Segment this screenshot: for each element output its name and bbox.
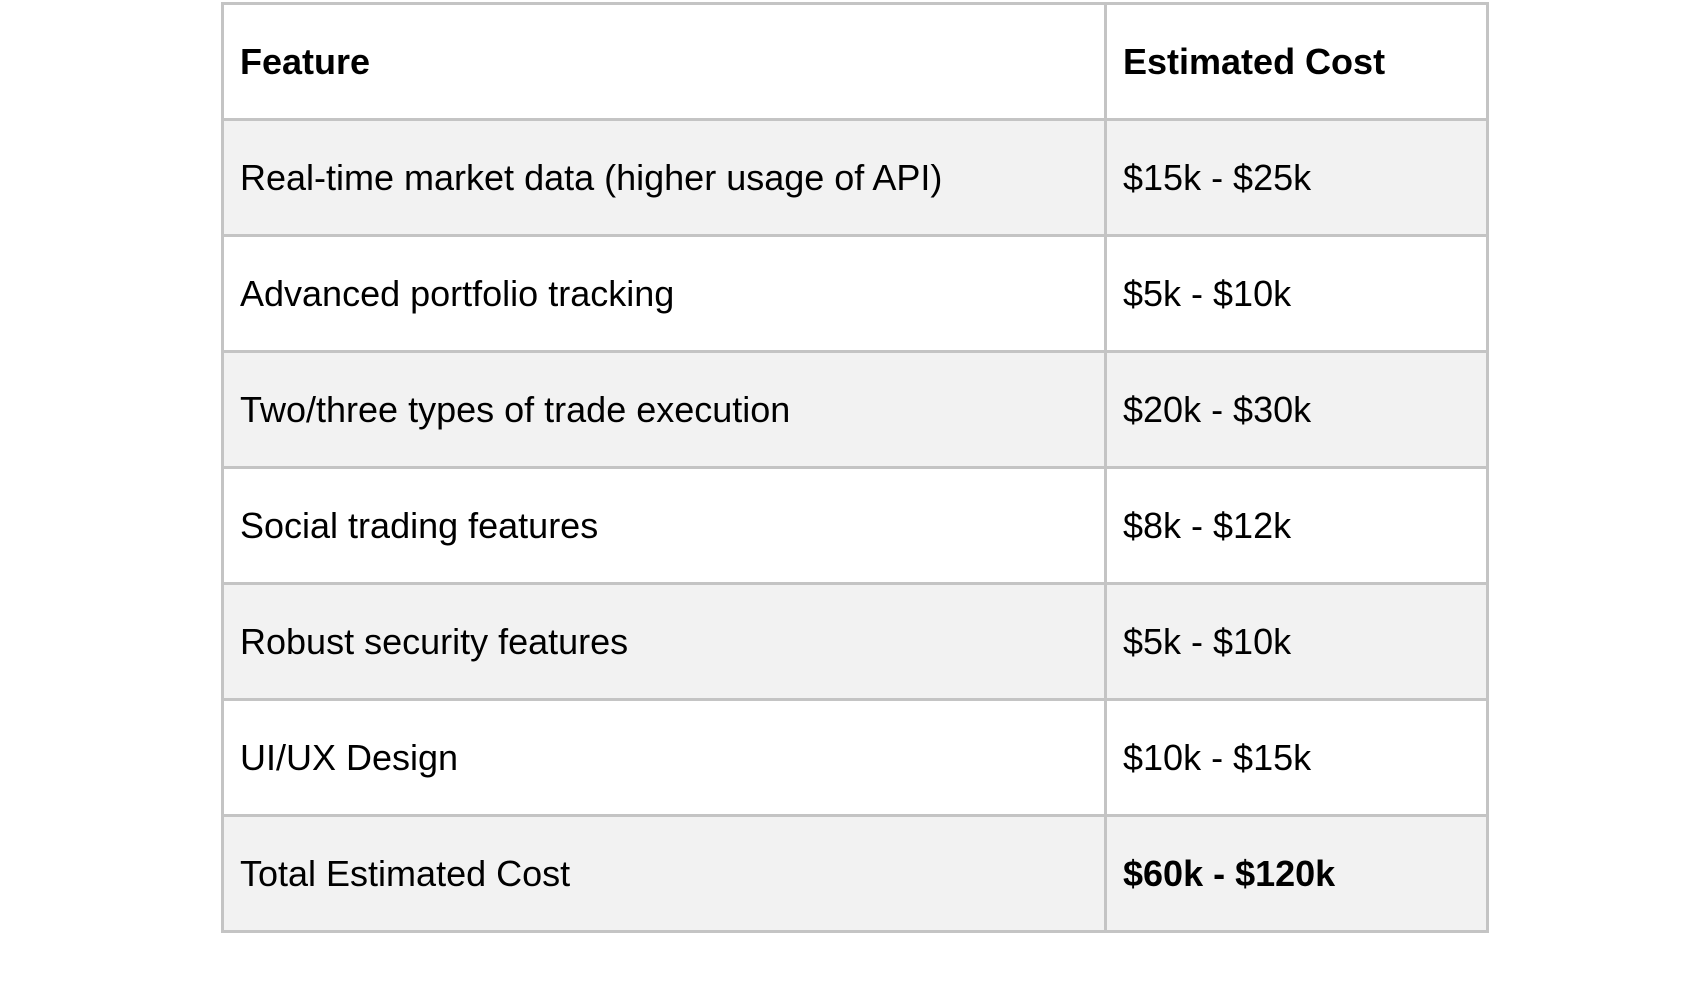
cost-cell: $5k - $10k xyxy=(1104,582,1489,701)
table-header-row: Feature Estimated Cost xyxy=(221,2,1489,121)
table-row: Advanced portfolio tracking $5k - $10k xyxy=(221,234,1489,353)
table-row: Two/three types of trade execution $20k … xyxy=(221,350,1489,469)
table-row: Robust security features $5k - $10k xyxy=(221,582,1489,701)
feature-cell: Advanced portfolio tracking xyxy=(221,234,1107,353)
header-estimated-cost: Estimated Cost xyxy=(1104,2,1489,121)
cost-table: Feature Estimated Cost Real-time market … xyxy=(221,2,1489,933)
feature-cell: Real-time market data (higher usage of A… xyxy=(221,118,1107,237)
total-row: Total Estimated Cost $60k - $120k xyxy=(221,814,1489,933)
feature-cell: Robust security features xyxy=(221,582,1107,701)
cost-cell: $8k - $12k xyxy=(1104,466,1489,585)
total-cost-cell: $60k - $120k xyxy=(1104,814,1489,933)
feature-cell: Two/three types of trade execution xyxy=(221,350,1107,469)
cost-table-container: Feature Estimated Cost Real-time market … xyxy=(221,2,1489,933)
table-row: UI/UX Design $10k - $15k xyxy=(221,698,1489,817)
cost-cell: $20k - $30k xyxy=(1104,350,1489,469)
table-row: Social trading features $8k - $12k xyxy=(221,466,1489,585)
feature-cell: UI/UX Design xyxy=(221,698,1107,817)
total-label-cell: Total Estimated Cost xyxy=(221,814,1107,933)
cost-cell: $10k - $15k xyxy=(1104,698,1489,817)
header-feature: Feature xyxy=(221,2,1107,121)
table-row: Real-time market data (higher usage of A… xyxy=(221,118,1489,237)
cost-cell: $15k - $25k xyxy=(1104,118,1489,237)
feature-cell: Social trading features xyxy=(221,466,1107,585)
cost-cell: $5k - $10k xyxy=(1104,234,1489,353)
